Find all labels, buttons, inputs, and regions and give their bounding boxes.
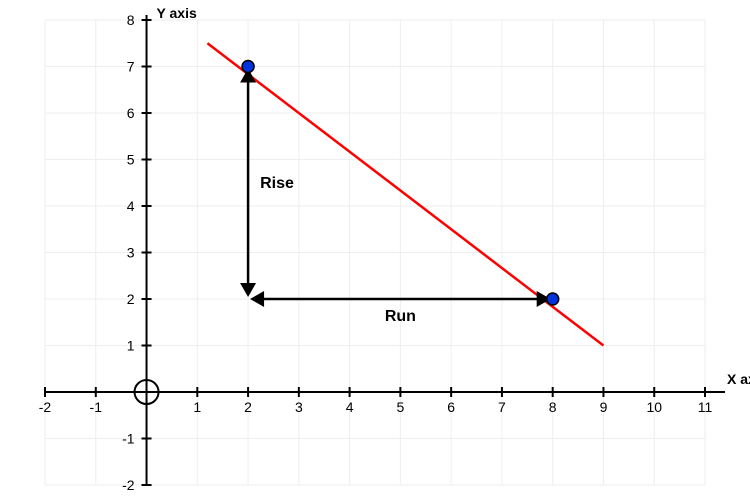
x-tick-label: -1 [90, 399, 103, 415]
data-point [242, 61, 254, 73]
y-tick-label: 5 [127, 152, 135, 168]
x-tick-label: 2 [244, 399, 252, 415]
x-tick-label: 4 [346, 399, 354, 415]
run-label: Run [385, 308, 416, 325]
x-tick-label: 11 [698, 399, 713, 415]
y-tick-label: 2 [127, 291, 135, 307]
x-tick-label: 9 [600, 399, 608, 415]
y-tick-label: 8 [127, 12, 135, 28]
x-axis-label: X axis [727, 371, 750, 387]
slope-chart: -2 -1 1 2 3 4 5 6 7 8 9 10 11 -2 -1 1 2 3 4 5 6 7 8 X axis Y axi… [0, 0, 750, 500]
y-tick-label: 3 [127, 245, 135, 261]
x-tick-label: 8 [549, 399, 557, 415]
y-tick-label: 7 [127, 59, 135, 75]
x-tick-label: -2 [39, 399, 52, 415]
rise-label: Rise [260, 175, 294, 192]
x-tick-label: 1 [193, 399, 201, 415]
y-tick-label: -2 [122, 477, 135, 493]
y-tick-label: -1 [122, 431, 135, 447]
x-tick-label: 7 [498, 399, 506, 415]
y-tick-label: 4 [127, 198, 135, 214]
data-point [547, 293, 559, 305]
y-tick-label: 6 [127, 105, 135, 121]
x-tick-label: 10 [646, 399, 662, 415]
x-tick-label: 5 [396, 399, 404, 415]
y-tick-label: 1 [127, 338, 135, 354]
x-tick-label: 3 [295, 399, 303, 415]
y-axis-label: Y axis [157, 5, 197, 21]
x-tick-label: 6 [447, 399, 455, 415]
